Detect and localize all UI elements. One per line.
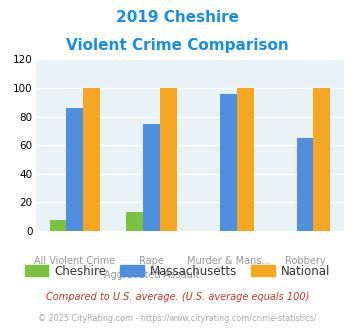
Bar xyxy=(237,88,253,231)
Bar xyxy=(50,219,66,231)
Bar xyxy=(66,108,83,231)
Bar xyxy=(143,124,160,231)
Text: Robbery: Robbery xyxy=(285,256,325,266)
Text: © 2025 CityRating.com - https://www.cityrating.com/crime-statistics/: © 2025 CityRating.com - https://www.city… xyxy=(38,314,317,323)
Legend: Cheshire, Massachusetts, National: Cheshire, Massachusetts, National xyxy=(20,260,335,282)
Bar xyxy=(83,88,100,231)
Text: Murder & Mans...: Murder & Mans... xyxy=(186,256,270,266)
Text: Compared to U.S. average. (U.S. average equals 100): Compared to U.S. average. (U.S. average … xyxy=(46,292,309,302)
Text: 2019 Cheshire: 2019 Cheshire xyxy=(116,10,239,25)
Text: Aggravated Assault: Aggravated Assault xyxy=(104,270,199,280)
Text: Violent Crime Comparison: Violent Crime Comparison xyxy=(66,38,289,53)
Bar xyxy=(220,94,237,231)
Bar xyxy=(126,213,143,231)
Bar xyxy=(296,138,313,231)
Bar xyxy=(313,88,330,231)
Text: Rape: Rape xyxy=(139,256,164,266)
Bar xyxy=(160,88,177,231)
Text: All Violent Crime: All Violent Crime xyxy=(34,256,115,266)
